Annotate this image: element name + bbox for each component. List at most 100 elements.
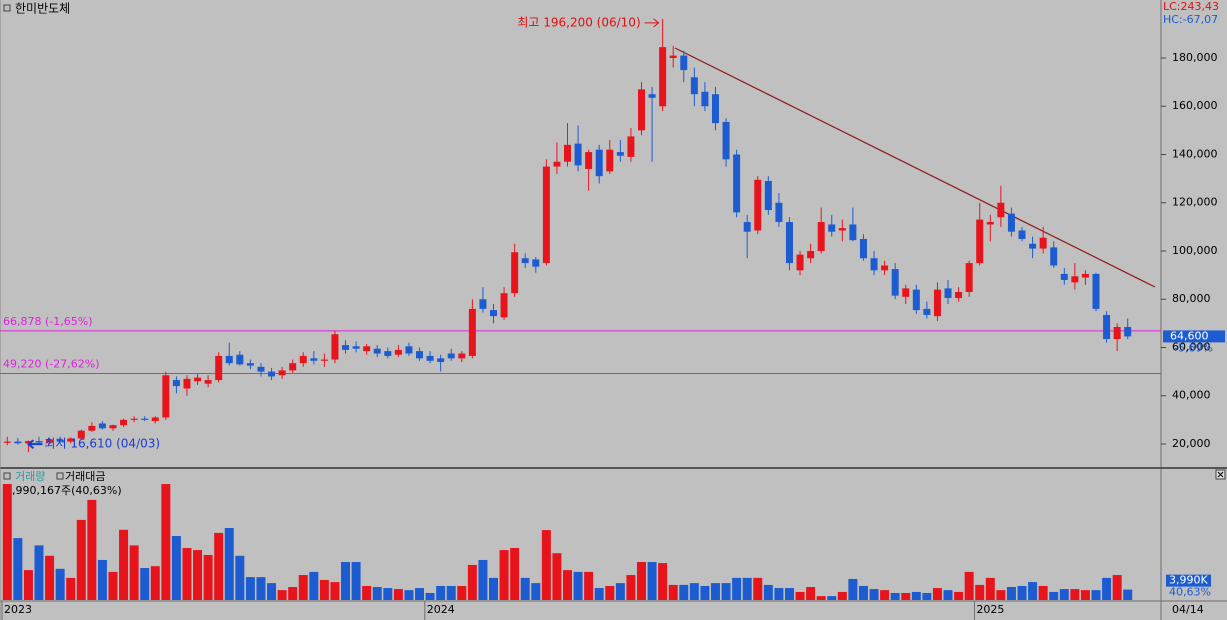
volume-bar bbox=[13, 538, 23, 600]
volume-bar bbox=[1028, 582, 1038, 600]
volume-bar bbox=[372, 587, 382, 600]
volume-bar bbox=[911, 591, 921, 600]
candle-body bbox=[532, 259, 540, 267]
volume-bar bbox=[66, 577, 76, 600]
close-icon bbox=[1217, 471, 1224, 478]
y-tick-label: 100,000 bbox=[1172, 244, 1218, 257]
volume-bar bbox=[383, 588, 393, 600]
candle-body bbox=[807, 250, 815, 259]
volume-label: 3,990,167주(40,63%) bbox=[5, 484, 122, 497]
stock-title: 한미반도체 bbox=[15, 2, 70, 16]
volume-bar bbox=[23, 570, 33, 600]
candle-body bbox=[373, 348, 381, 354]
candle-body bbox=[236, 354, 244, 365]
candle-body bbox=[225, 355, 233, 364]
candle-body bbox=[437, 358, 445, 362]
legend-icon bbox=[3, 472, 11, 480]
candle-body bbox=[490, 310, 498, 317]
volume-bar bbox=[499, 550, 509, 600]
volume-bar bbox=[742, 577, 752, 600]
volume-bar bbox=[626, 575, 636, 600]
candle-body bbox=[902, 288, 910, 297]
volume-bar bbox=[214, 532, 224, 600]
x-tick-label: 2023 bbox=[4, 603, 32, 616]
volume-bar bbox=[277, 590, 287, 600]
volume-bar bbox=[1017, 585, 1027, 600]
volume-bar bbox=[510, 548, 520, 600]
candle-body bbox=[1113, 326, 1121, 340]
candle-body bbox=[3, 441, 11, 443]
volume-bar bbox=[531, 583, 541, 600]
last-volume-box bbox=[1166, 574, 1211, 587]
volume-bar bbox=[298, 575, 308, 600]
candle-body bbox=[701, 91, 709, 107]
candle-body bbox=[310, 358, 318, 361]
volume-bar bbox=[1006, 587, 1016, 600]
volume-bar bbox=[679, 584, 689, 600]
candle-body bbox=[595, 149, 603, 177]
candle-body bbox=[785, 222, 793, 264]
volume-bar bbox=[34, 545, 44, 600]
volume-bar bbox=[171, 536, 181, 600]
volume-bar bbox=[784, 588, 794, 600]
candle-body bbox=[542, 166, 550, 264]
volume-bar bbox=[97, 559, 107, 600]
candle-body bbox=[1039, 237, 1047, 249]
volume-bar bbox=[700, 585, 710, 600]
volume-bar bbox=[541, 530, 551, 600]
volume-bar bbox=[1049, 591, 1059, 600]
candle-body bbox=[278, 370, 286, 376]
x-tick-label: 2025 bbox=[976, 603, 1004, 616]
y-tick-label: 180,000 bbox=[1172, 51, 1218, 64]
candle-body bbox=[500, 293, 508, 318]
candle-body bbox=[743, 222, 751, 232]
title-icon bbox=[3, 4, 11, 12]
candle-body bbox=[838, 228, 846, 231]
volume-bar bbox=[858, 585, 868, 600]
candle-body bbox=[891, 269, 899, 296]
candle-body bbox=[130, 418, 138, 420]
candle-body bbox=[98, 423, 106, 429]
volume-bar bbox=[1112, 575, 1122, 600]
volume-bar bbox=[954, 591, 964, 600]
volume-bar bbox=[235, 555, 245, 600]
candle-body bbox=[616, 152, 624, 156]
candle-body bbox=[923, 308, 931, 315]
last-volume-pct: 40,63% bbox=[1169, 586, 1211, 599]
volume-bar bbox=[615, 583, 625, 600]
candle-body bbox=[944, 288, 952, 299]
volume-bar bbox=[996, 590, 1006, 600]
candle-body bbox=[141, 418, 149, 420]
candle-body bbox=[711, 94, 719, 124]
volume-bar bbox=[425, 592, 435, 600]
candle-body bbox=[268, 371, 276, 377]
volume-bar bbox=[341, 562, 351, 600]
volume-bar bbox=[404, 590, 414, 600]
volume-bar bbox=[76, 519, 86, 600]
volume-bar bbox=[288, 587, 298, 600]
candle-body bbox=[828, 224, 836, 232]
candle-body bbox=[986, 222, 994, 225]
volume-bar bbox=[668, 584, 678, 600]
candle-body bbox=[458, 353, 466, 359]
volume-bar bbox=[827, 596, 837, 600]
candle-body bbox=[637, 89, 645, 131]
volume-bar bbox=[573, 571, 583, 600]
candle-body bbox=[997, 202, 1005, 218]
hc-label: HC:-67,07 bbox=[1163, 13, 1218, 26]
volume-bar bbox=[689, 583, 699, 600]
candle-body bbox=[468, 308, 476, 356]
trend-line bbox=[674, 47, 1156, 288]
volume-bar bbox=[267, 583, 277, 600]
low-annotation: 최저 16,610 (04/03) bbox=[44, 437, 160, 451]
candle-body bbox=[606, 149, 614, 172]
volume-bar bbox=[732, 577, 742, 600]
volume-bar bbox=[594, 588, 604, 600]
candle-body bbox=[331, 334, 339, 360]
candle-body bbox=[447, 353, 455, 359]
volume-bar bbox=[150, 566, 160, 600]
candle-body bbox=[289, 363, 297, 371]
candle-body bbox=[162, 375, 170, 418]
